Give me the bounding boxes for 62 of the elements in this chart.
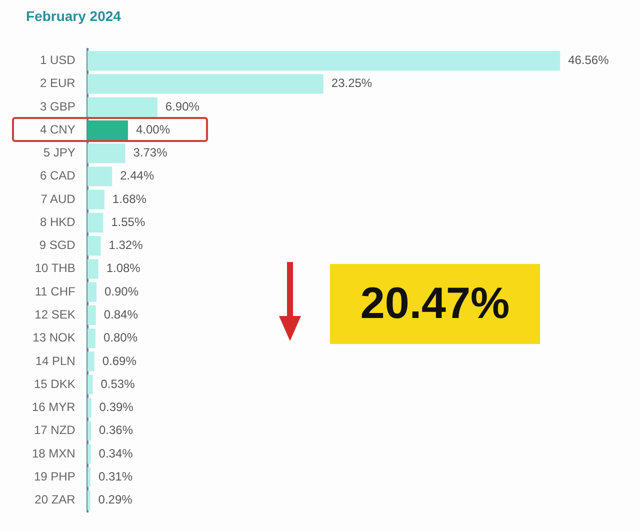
- data-label: 0.39%: [99, 400, 134, 414]
- data-label: 0.90%: [104, 284, 139, 298]
- data-label: 0.36%: [99, 423, 134, 438]
- data-label: 46.56%: [568, 53, 610, 68]
- data-label: 6.90%: [165, 99, 200, 114]
- y-tick-label: 4 CNY: [40, 122, 76, 136]
- bar: [87, 305, 96, 326]
- y-tick-label: 8 HKD: [40, 214, 76, 229]
- y-tick-label: 3 GBP: [40, 99, 76, 114]
- y-tick-label: 12 SEK: [34, 308, 76, 322]
- bar: [87, 444, 91, 464]
- bar: [87, 120, 128, 140]
- y-tick-label: 19 PHP: [34, 469, 76, 484]
- bar: [87, 352, 94, 372]
- data-label: 0.80%: [103, 330, 138, 345]
- data-label: 1.32%: [108, 238, 144, 252]
- bar: [87, 74, 324, 94]
- bar: [87, 236, 101, 256]
- bar: [87, 398, 92, 418]
- y-tick-label: 2 EUR: [40, 76, 76, 90]
- annotation: 20.47%: [330, 264, 540, 344]
- bar: [87, 282, 96, 302]
- bar: [87, 143, 126, 164]
- y-tick-label: 16 MYR: [32, 400, 76, 414]
- bar: [87, 467, 90, 487]
- bar: [87, 50, 560, 71]
- y-tick-label: 11 CHF: [34, 284, 76, 298]
- data-label: 1.55%: [111, 214, 146, 229]
- data-label: 0.29%: [98, 492, 133, 507]
- y-tick-label: 20 ZAR: [34, 492, 76, 507]
- y-tick-label: 15 DKK: [34, 376, 76, 391]
- bar: [87, 190, 104, 210]
- data-label: 1.68%: [112, 192, 147, 206]
- bar: [87, 421, 92, 441]
- data-label: 2.44%: [120, 168, 154, 183]
- bar: [87, 374, 93, 394]
- y-tick-label: 17 NZD: [34, 423, 76, 438]
- bar: [87, 97, 158, 117]
- y-tick-label: 14 PLN: [35, 354, 76, 368]
- y-tick-label: 10 THB: [34, 261, 76, 276]
- y-tick-label: 6 CAD: [40, 168, 76, 183]
- y-tick-label: 5 JPY: [43, 146, 76, 160]
- bar: [87, 259, 98, 279]
- y-tick-label: 1 USD: [40, 53, 76, 68]
- bar: [87, 166, 112, 186]
- data-label: 4.00%: [136, 122, 170, 136]
- y-tick-label: 18 MXN: [32, 446, 76, 460]
- data-label: 1.08%: [106, 261, 141, 276]
- bar: [87, 212, 104, 233]
- data-label: 0.34%: [98, 446, 134, 460]
- y-tick-label: 13 NOK: [32, 330, 76, 345]
- data-label: 0.31%: [98, 469, 133, 484]
- data-label: 23.25%: [331, 76, 372, 90]
- data-label: 3.73%: [133, 146, 168, 160]
- y-tick-label: 7 AUD: [40, 192, 76, 206]
- data-label: 0.84%: [104, 308, 138, 322]
- data-label: 0.69%: [102, 354, 137, 368]
- chart-title: February 2024: [26, 8, 121, 24]
- bar: [87, 328, 96, 348]
- bar: [87, 490, 90, 510]
- y-tick-label: 9 SGD: [39, 238, 76, 252]
- data-label: 0.53%: [100, 376, 136, 391]
